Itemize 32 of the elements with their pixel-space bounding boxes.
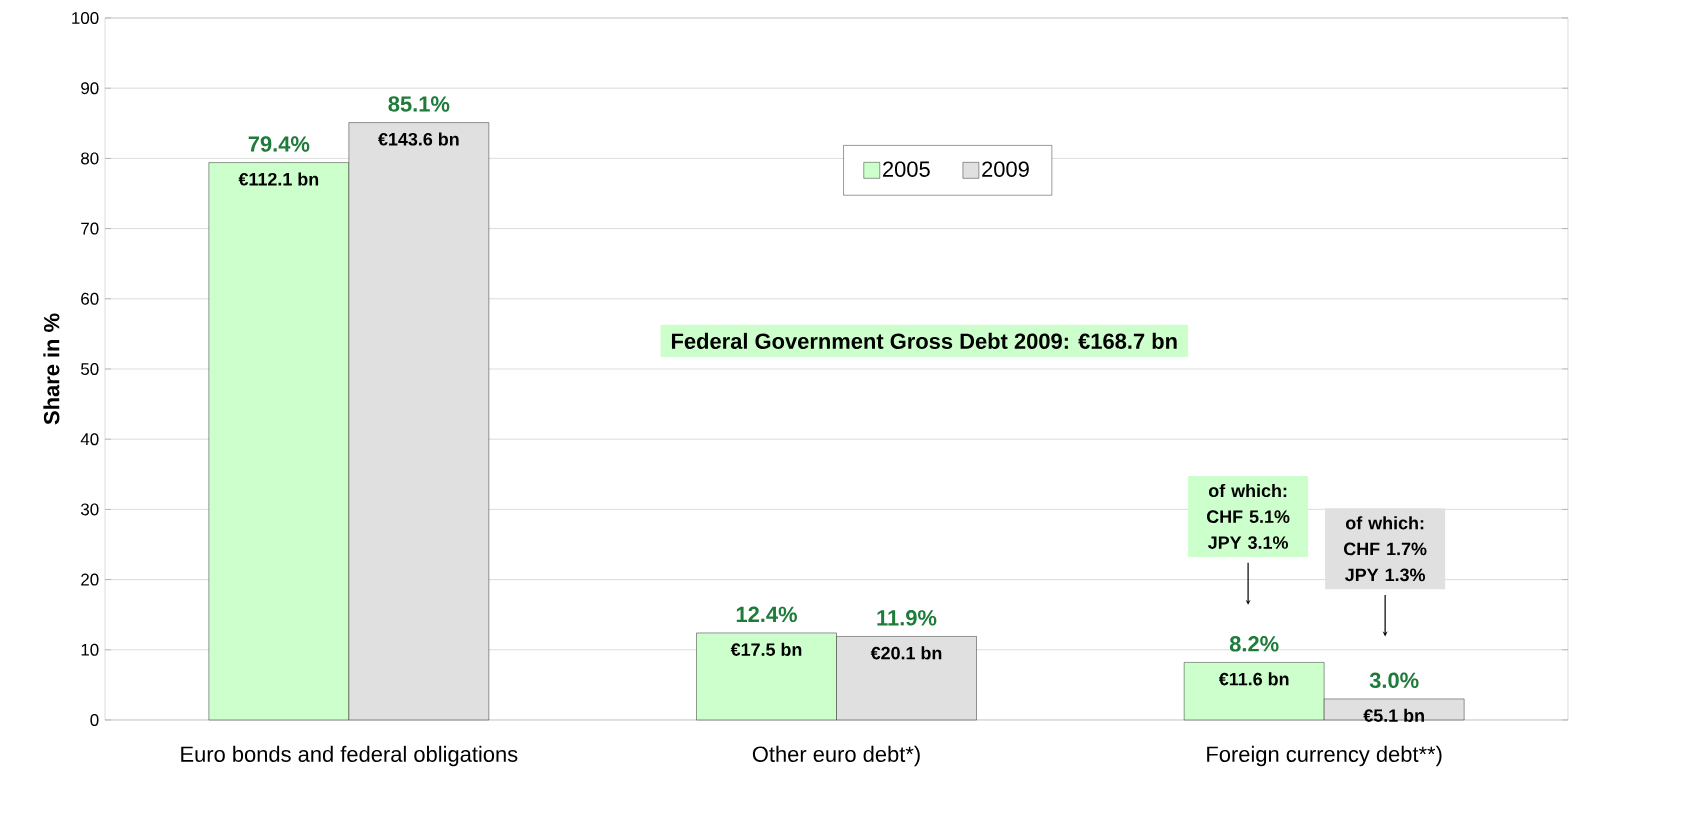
data-label: 8.2% — [1229, 636, 1279, 652]
annotation: €5.1 bn — [1363, 708, 1424, 722]
data-label: 12.4% — [736, 606, 797, 623]
y-tick-label: 20 — [81, 573, 99, 586]
y-tick-label: 70 — [81, 222, 99, 235]
data-label: 3.0% — [1369, 672, 1419, 689]
y-tick-label: 100 — [72, 11, 99, 24]
legend-label: 2005 — [883, 161, 930, 177]
y-tick-label: 60 — [81, 292, 99, 305]
x-tick-label: Foreign currency debt**) — [1207, 745, 1442, 767]
y-tick-label: 0 — [90, 713, 99, 726]
annotation: €17.5 bn — [730, 642, 802, 656]
y-tick-label: 40 — [80, 433, 99, 446]
annotation: of which: CHF 1.7% JPY 1.3% — [1344, 516, 1427, 582]
annotation: of which: CHF 5.1% JPY 3.1% — [1206, 483, 1290, 549]
data-label: 11.9% — [877, 610, 937, 626]
annotation: €20.1 bn — [870, 646, 942, 660]
y-tick-label: 10 — [81, 643, 99, 656]
legend-label: 2009 — [982, 161, 1029, 177]
y-tick-label: 50 — [81, 362, 99, 375]
annotation: €143.6 bn — [378, 132, 459, 146]
y-axis-title: Share in % — [43, 313, 60, 425]
x-tick-label: Other euro debt*) — [752, 745, 920, 767]
annotation: €11.6 bn — [1218, 672, 1289, 686]
data-label: 79.4% — [248, 136, 310, 152]
y-tick-label: 90 — [81, 82, 99, 95]
data-label: 85.1% — [388, 96, 450, 112]
y-tick-label: 30 — [80, 503, 99, 516]
y-tick-label: 80 — [81, 152, 99, 165]
annotation: Federal Government Gross Debt 2009: €168.7 bn — [671, 332, 1177, 349]
x-tick-label: Euro bonds and federal obligations — [181, 745, 518, 767]
annotation: €112.1 bn — [238, 172, 319, 186]
